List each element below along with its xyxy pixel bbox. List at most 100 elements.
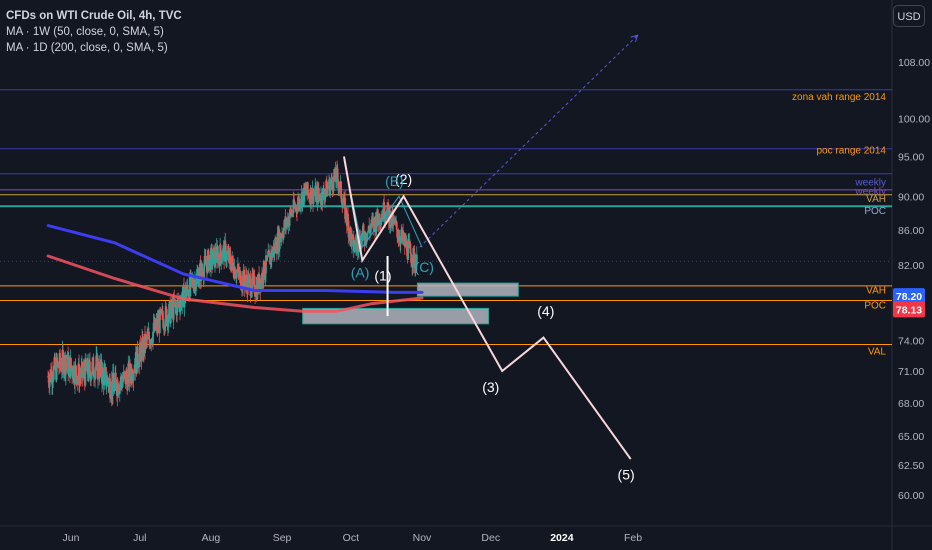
candle-body (125, 371, 128, 378)
projection-arrowhead (630, 34, 639, 43)
candle-body (112, 372, 115, 385)
candle-body (149, 343, 152, 347)
price-badge (893, 288, 925, 305)
candle-body (121, 381, 124, 388)
candle-body (216, 246, 219, 251)
candle-body (186, 284, 189, 290)
candle-body (258, 273, 260, 291)
level-label: POC (864, 301, 886, 312)
candle-body (193, 284, 196, 292)
candle-body (354, 241, 357, 245)
candle-body (103, 369, 106, 386)
candle-body (342, 202, 345, 204)
candle-body (303, 184, 306, 203)
candle-body (60, 365, 63, 371)
candle-body (392, 216, 395, 220)
candle-body (74, 364, 77, 366)
candle-body (410, 253, 412, 263)
candle-body (304, 184, 306, 190)
candle-body (211, 249, 213, 265)
candle-body (105, 383, 108, 386)
candle-body (371, 219, 373, 221)
candle-body (203, 255, 206, 268)
candle-body (408, 240, 411, 244)
candle-body (357, 249, 360, 252)
zone-box (302, 307, 489, 325)
candle-body (336, 168, 339, 180)
time-tick-label: 2024 (550, 532, 574, 544)
candle-body (349, 227, 352, 239)
candle-body (292, 213, 294, 215)
candle-body (201, 271, 204, 277)
time-tick-label: Nov (413, 532, 432, 544)
time-tick-label: Dec (481, 532, 500, 544)
candle-body (353, 241, 356, 249)
candle-body (317, 187, 320, 196)
candle-body (343, 196, 346, 198)
candle-body (409, 243, 412, 254)
candle-body (195, 273, 198, 285)
elliott-wave-line (343, 156, 632, 460)
candle-body (345, 207, 348, 220)
candle-body (172, 298, 175, 320)
candle-body (206, 255, 209, 273)
candle-body (97, 362, 100, 375)
candle-body (119, 382, 122, 385)
candle-body (267, 250, 270, 253)
candle-body (164, 326, 166, 330)
indicator-ma-weekly[interactable]: MA · 1W (50, close, 0, SMA, 5) (6, 26, 164, 38)
level-label: VAH (866, 286, 886, 297)
candle-body (204, 255, 207, 259)
level-label: weekly (854, 178, 886, 189)
candle-body (341, 203, 344, 208)
candle-body (88, 359, 91, 362)
level-label: VAL (868, 347, 887, 358)
candle-body (378, 214, 381, 225)
candle-body (188, 276, 191, 300)
price-tick-label: 74.00 (898, 336, 924, 348)
candle-body (383, 202, 386, 220)
candle-body (336, 167, 338, 169)
wave-label: (B) (385, 173, 404, 189)
candle-body (411, 262, 414, 267)
wave-label: (C) (415, 259, 434, 275)
candle-body (80, 367, 83, 379)
projection-line (419, 34, 638, 248)
candle-body (279, 233, 282, 240)
indicator-ma-daily[interactable]: MA · 1D (200, close, 0, SMA, 5) (6, 42, 168, 54)
wave-label: (3) (482, 379, 499, 395)
candle-body (334, 168, 337, 180)
candle-body (228, 249, 231, 255)
candle-body (111, 372, 114, 397)
currency-button[interactable]: USD (893, 5, 925, 27)
candle-body (329, 182, 332, 186)
candle-body (402, 238, 405, 241)
candle-body (165, 306, 168, 310)
candle-body (219, 244, 222, 255)
candle-body (279, 236, 282, 240)
time-tick-label: Aug (202, 532, 221, 544)
candle-body (285, 217, 287, 227)
candle-body (375, 225, 378, 232)
level-label: POC (864, 206, 886, 217)
symbol-title[interactable]: CFDs on WTI Crude Oil, 4h, TVC (6, 10, 182, 22)
wave-label: (1) (374, 267, 391, 283)
candle-body (83, 367, 86, 376)
candle-body (93, 375, 95, 378)
candle-body (254, 293, 256, 297)
candle-body (237, 265, 240, 272)
wave-label: (A) (351, 265, 370, 281)
candle-body (173, 298, 176, 305)
candle-body (252, 275, 255, 280)
candle-body (366, 232, 369, 241)
candle-body (367, 231, 369, 233)
candle-body (122, 371, 125, 380)
candle-body (198, 267, 201, 280)
candle-body (179, 302, 182, 312)
candle-body (105, 367, 107, 386)
candle-body (369, 228, 372, 234)
candle-body (208, 259, 211, 271)
candle-body (361, 233, 364, 242)
